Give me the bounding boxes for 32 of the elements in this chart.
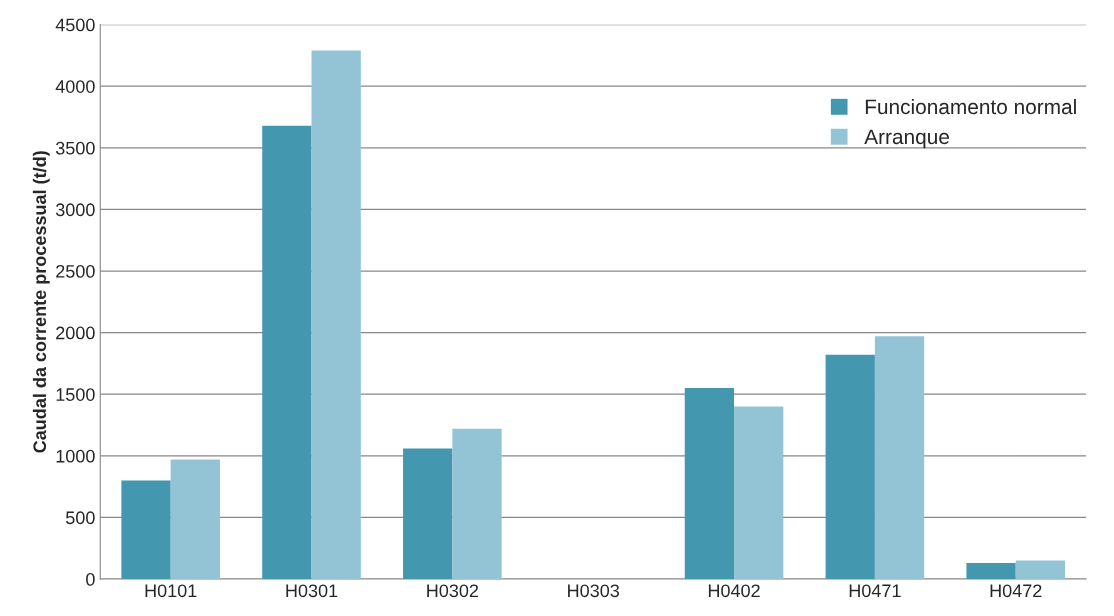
- bar: [684, 388, 735, 580]
- x-tick-label: H0402: [708, 584, 760, 598]
- y-tick-label: 4500: [55, 18, 95, 32]
- x-tick-label: H0471: [849, 584, 901, 598]
- y-tick-label: 4000: [55, 80, 95, 93]
- y-tick-label: 0: [86, 572, 95, 586]
- bar: [262, 125, 312, 580]
- bar: [966, 563, 1016, 580]
- x-tick-label: H0101: [145, 584, 197, 598]
- legend-label: Arranque: [864, 129, 949, 149]
- bar: [452, 428, 502, 580]
- bar: [874, 336, 925, 580]
- x-tick-label: H0301: [286, 584, 338, 598]
- x-tick-label: H0302: [427, 584, 479, 598]
- x-tick-label: H0472: [990, 584, 1042, 598]
- bar: [734, 406, 784, 580]
- y-tick-label: 2000: [56, 326, 95, 340]
- bar: [825, 354, 875, 580]
- y-tick-label: 1500: [56, 388, 95, 401]
- x-tick-label: H0303: [568, 584, 620, 598]
- bar: [1015, 560, 1066, 580]
- y-tick-label: 2500: [56, 264, 95, 278]
- y-tick-label: 500: [66, 511, 95, 525]
- y-axis-title: Caudal da corrente processual (t/d): [32, 151, 50, 453]
- bar: [170, 459, 220, 580]
- y-tick-label: 3500: [55, 141, 95, 155]
- y-tick-label: 3000: [55, 203, 95, 217]
- y-tick-label: 1000: [56, 449, 95, 463]
- legend-label: Funcionamento normal: [865, 98, 1076, 115]
- bar: [121, 480, 171, 580]
- bar: [403, 448, 453, 580]
- bar: [311, 50, 361, 580]
